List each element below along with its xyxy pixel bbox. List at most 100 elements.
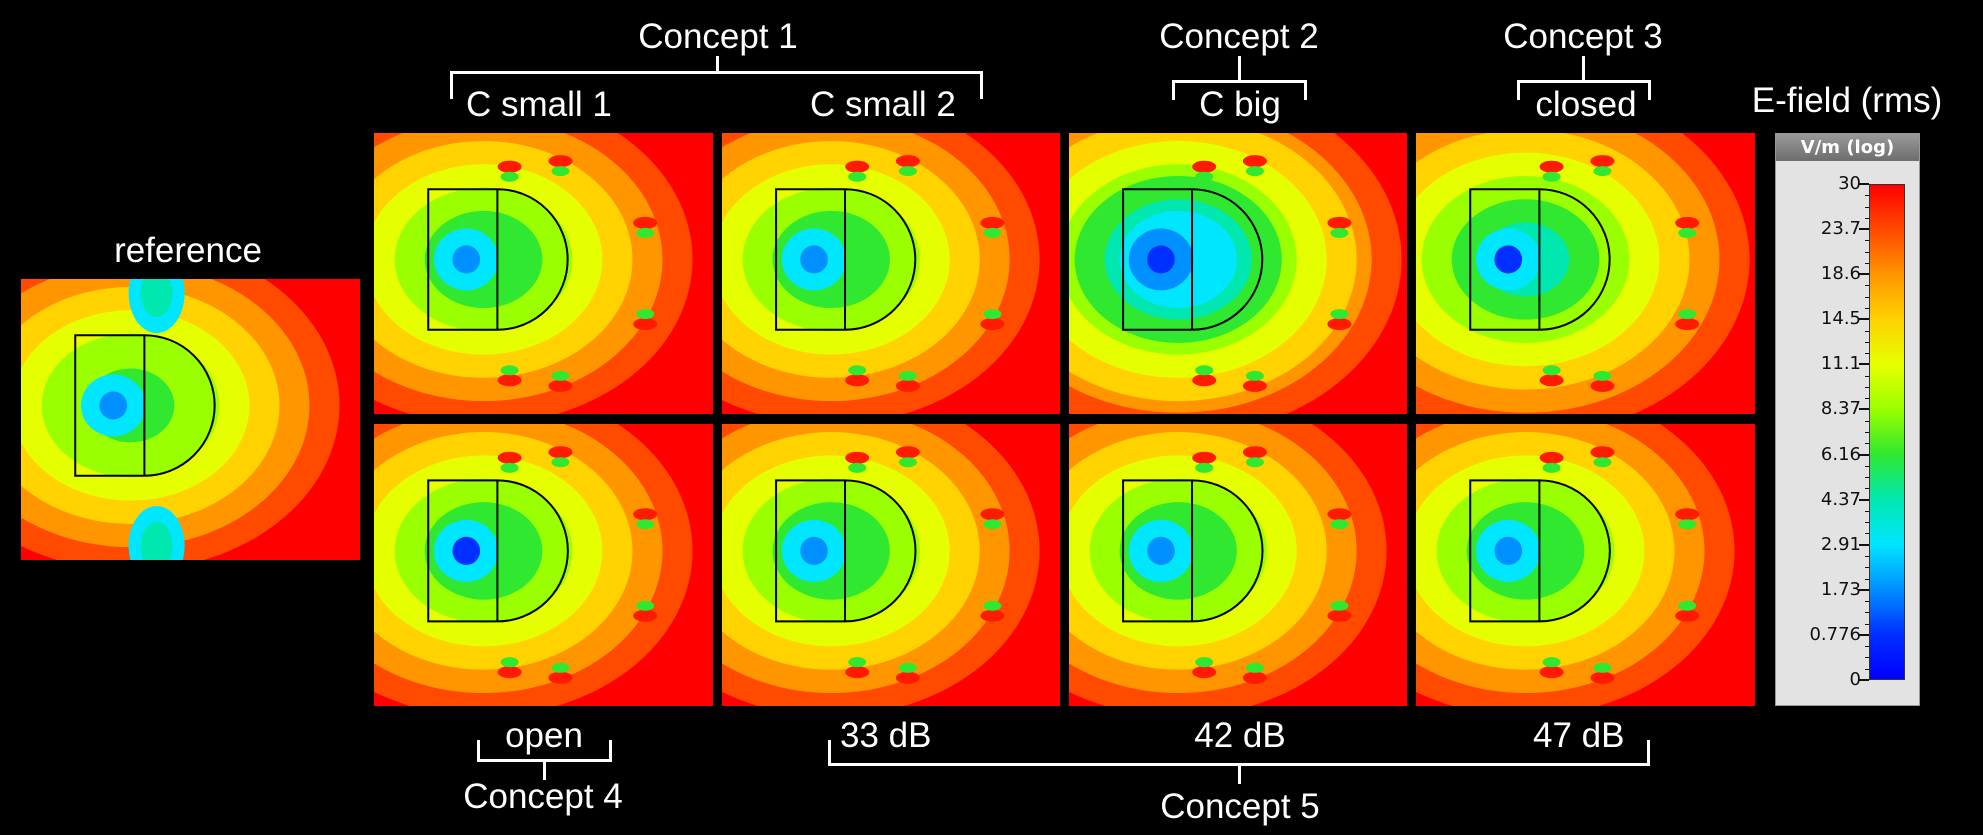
colorbar-title: E-field (rms) (1751, 81, 1943, 120)
field-core (1147, 245, 1175, 274)
field-hotspot (980, 318, 1005, 331)
colorbar-tick-mark (1859, 633, 1869, 636)
field-coldspot (1542, 462, 1561, 473)
colorbar-tick-mark (1859, 273, 1869, 276)
field-hotspot (1327, 508, 1352, 521)
field-coldspot (848, 171, 867, 182)
colorbar-minor-tick (1865, 432, 1869, 433)
field-coldspot (1195, 657, 1214, 668)
field-map-closed (1416, 133, 1755, 414)
field-core (1494, 245, 1523, 274)
field-coldspot (636, 600, 655, 611)
field-coldspot (848, 365, 867, 376)
c-small-1-label: C small 1 (466, 85, 612, 124)
colorbar-tick-label: 14.5 (1820, 308, 1861, 330)
field-hotspot (1539, 374, 1564, 387)
colorbar-tick-label: 30 (1838, 173, 1861, 194)
field-hotspot (1242, 155, 1267, 168)
field-hotspot (895, 446, 920, 459)
field-coldspot (1245, 370, 1264, 381)
field-coldspot (898, 662, 917, 673)
colorbar-tick-mark (1859, 679, 1869, 681)
colorbar-minor-tick (1865, 330, 1869, 332)
field-lobe-inner (140, 279, 173, 318)
concept3-bracket-stem (1582, 56, 1585, 82)
field-coldspot (500, 171, 519, 182)
colorbar-tick-mark (1859, 453, 1869, 456)
field-hotspot (1242, 446, 1267, 459)
field-hotspot (1539, 160, 1564, 173)
field-coldspot (1593, 166, 1612, 177)
field-hotspot (1675, 216, 1700, 229)
db42-label: 42 dB (1194, 716, 1286, 755)
field-coldspot (898, 370, 917, 381)
colorbar-tick-label: 11.1 (1820, 353, 1861, 375)
object-outline (1469, 479, 1611, 623)
field-coldspot (1542, 657, 1561, 668)
field-hotspot (633, 609, 658, 622)
field-hotspot (497, 160, 522, 173)
field-hotspot (895, 155, 920, 168)
colorbar-tick-mark (1859, 183, 1869, 185)
field-coldspot (983, 309, 1002, 320)
field-core (800, 536, 828, 565)
object-outline (1469, 188, 1611, 331)
colorbar-minor-tick (1865, 420, 1869, 422)
concept2-bracket-stem (1238, 56, 1241, 82)
field-coldspot (1678, 309, 1697, 320)
field-coldspot (1593, 370, 1612, 381)
colorbar-gradient (1869, 184, 1905, 680)
field-coldspot (551, 370, 570, 381)
field-hotspot (1539, 451, 1564, 464)
field-hotspot (1590, 155, 1615, 168)
open-label: open (505, 716, 583, 755)
colorbar-minor-tick (1865, 262, 1869, 264)
field-hotspot (1192, 451, 1217, 464)
field-map-42db (1069, 424, 1407, 706)
colorbar-minor-tick (1865, 556, 1869, 557)
field-lobe-inner (140, 521, 173, 560)
field-hotspot (1327, 216, 1352, 229)
field-core (452, 536, 481, 565)
colorbar-tick-label: 0 (1849, 669, 1861, 690)
field-coldspot (848, 657, 867, 668)
field-coldspot (500, 365, 519, 376)
colorbar-minor-tick (1865, 612, 1869, 614)
colorbar-tick-mark (1859, 588, 1869, 591)
field-hotspot (980, 508, 1005, 521)
concept1-bracket (450, 71, 983, 99)
colorbar-minor-tick (1865, 375, 1869, 377)
colorbar-tick-label: 6.16 (1820, 443, 1861, 465)
colorbar-tick-mark (1859, 543, 1869, 546)
db47-label: 47 dB (1533, 716, 1625, 755)
field-hotspot (633, 508, 658, 521)
object-outline (775, 188, 917, 331)
reference-label: reference (114, 231, 262, 270)
field-map-reference (21, 279, 360, 560)
concept5-label: Concept 5 (1160, 787, 1320, 826)
object-outline (427, 479, 569, 623)
field-coldspot (898, 166, 917, 177)
field-hotspot (633, 216, 658, 229)
closed-label: closed (1535, 85, 1637, 124)
field-coldspot (1195, 365, 1214, 376)
field-coldspot (1245, 166, 1264, 177)
colorbar-minor-tick (1865, 341, 1869, 343)
field-coldspot (1593, 457, 1612, 468)
concept3-bracket (1517, 80, 1651, 100)
field-coldspot (500, 657, 519, 668)
field-coldspot (1330, 519, 1349, 530)
field-hotspot (548, 379, 573, 392)
colorbar-minor-tick (1865, 398, 1869, 400)
field-coldspot (1330, 227, 1349, 238)
field-coldspot (500, 462, 519, 473)
colorbar-minor-tick (1865, 657, 1869, 659)
field-hotspot (1242, 671, 1267, 684)
field-core (1147, 536, 1175, 565)
field-hotspot (1192, 160, 1217, 173)
colorbar-tick-label: 4.37 (1820, 488, 1861, 510)
field-hotspot (1192, 374, 1217, 387)
field-coldspot (983, 519, 1002, 530)
field-map-c-big (1069, 133, 1407, 414)
field-coldspot (1245, 662, 1264, 673)
